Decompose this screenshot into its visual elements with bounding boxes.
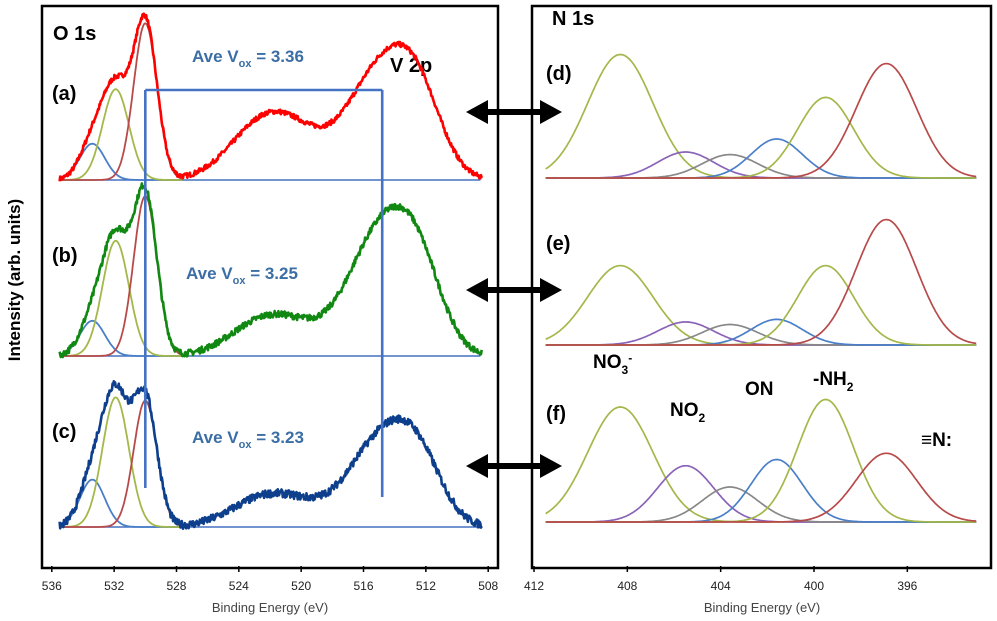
right-x-axis-label: Binding Energy (eV) (704, 600, 820, 615)
arrow-head-left-1 (466, 278, 488, 302)
left-tick-label: 508 (478, 579, 498, 593)
spectrum-e (546, 203, 978, 349)
spectrum-d (546, 47, 978, 183)
spectrum-b (58, 182, 483, 359)
left-tick-label: 536 (42, 579, 62, 593)
left-tick-label: 524 (229, 579, 249, 593)
right-plot-area (545, 47, 978, 523)
right-tick-label: 404 (711, 579, 731, 593)
y-axis-label: Intensity (arb. units) (5, 199, 24, 361)
label-c: (c) (52, 421, 76, 443)
o1s-component-b-o1 (59, 194, 183, 357)
left-tick-label: 516 (354, 579, 374, 593)
arrow-head-right-1 (540, 278, 562, 302)
right-x-ticks: 412 408 404 400 396 (524, 566, 918, 593)
n1s-component-f-5 (545, 452, 977, 523)
v2p-title: V 2p (390, 55, 432, 77)
vox-annotation-c: Ave Vox = 3.23 (192, 428, 304, 451)
left-tick-label: 520 (291, 579, 311, 593)
left-tick-label: 532 (104, 579, 124, 593)
o1s-component-c-o2 (59, 396, 183, 528)
n1s-component-f-2 (545, 486, 977, 523)
label-f: (f) (546, 403, 566, 425)
spectrum-c (58, 380, 483, 530)
arrow-head-left-0 (466, 100, 488, 124)
left-x-axis-label: Binding Energy (eV) (212, 600, 328, 615)
species-nh2: -NH2 (813, 369, 854, 394)
o1s-component-c-o1 (59, 399, 183, 528)
label-b: (b) (52, 245, 78, 267)
label-d: (d) (546, 63, 572, 85)
n1s-component-d-0 (545, 53, 977, 179)
n1s-title: N 1s (552, 8, 594, 30)
vox-annotation-a: Ave Vox = 3.36 (192, 47, 304, 70)
spectrum-a (58, 12, 483, 182)
o1s-component-b-o2 (59, 239, 183, 357)
right-tick-label: 396 (897, 579, 917, 593)
label-e: (e) (546, 233, 570, 255)
right-tick-label: 412 (524, 579, 544, 593)
o1s-component-a-o2 (59, 88, 183, 181)
left-tick-label: 512 (416, 579, 436, 593)
n1s-component-e-3 (545, 318, 977, 346)
n1s-component-e-2 (545, 323, 977, 346)
label-a: (a) (52, 83, 76, 105)
left-tick-label: 528 (166, 579, 186, 593)
species-no2: NO2 (670, 400, 706, 425)
left-plot-area (58, 12, 483, 530)
species-on: ON (745, 379, 774, 400)
n1s-component-f-0 (545, 406, 977, 523)
n1s-component-d-2 (545, 153, 977, 179)
double-arrows (466, 100, 562, 478)
o1s-component-c-o3 (59, 478, 183, 528)
right-tick-label: 400 (804, 579, 824, 593)
arrow-head-left-2 (466, 454, 488, 478)
right-tick-label: 408 (617, 579, 637, 593)
species-nitrile: ≡N: (921, 430, 952, 451)
n1s-component-d-5 (545, 62, 977, 179)
right-panel-frame (530, 4, 993, 570)
o1s-title: O 1s (53, 23, 96, 45)
species-no3: NO3- (593, 351, 632, 377)
left-x-ticks: 536 532 528 524 520 516 512 508 (42, 566, 499, 593)
arrow-head-right-2 (540, 454, 562, 478)
n1s-component-e-5 (545, 218, 977, 346)
vox-annotation-b: Ave Vox = 3.25 (186, 264, 298, 287)
arrow-head-right-0 (540, 100, 562, 124)
